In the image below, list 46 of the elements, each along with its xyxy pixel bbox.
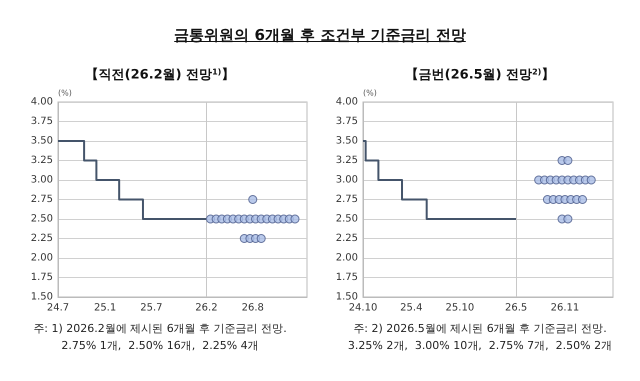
x-tick-label: 25.10 [446, 302, 474, 314]
x-tick-label: 24.7 [46, 302, 70, 314]
y-tick-label: 2.00 [336, 252, 358, 264]
chart-title: 금통위원의 6개월 후 조건부 기준금리 전망 [173, 26, 467, 45]
y-tick-label: 3.00 [30, 174, 53, 186]
y-tick-label: 4.00 [30, 96, 53, 108]
y-axis-title: (%) [58, 88, 72, 98]
point [578, 195, 587, 204]
y-tick-label: 3.25 [336, 155, 358, 166]
text: 3.25% 2개, 3.00% 10개, 2.75% 7개, 2.50% 2개 [348, 339, 612, 352]
text: 주: 1) 2026.2월에 제시된 6개월 후 기준금리 전망. [33, 322, 287, 335]
x-tick-label: 25.1 [94, 302, 116, 314]
y-tick-label: 2.25 [30, 233, 53, 244]
point [586, 176, 596, 184]
text: 2.75% 1개, 2.50% 16개, 2.25% 4개 [61, 339, 259, 352]
y-tick-label: 1.75 [30, 272, 53, 283]
y-tick-label: 1.75 [336, 272, 358, 283]
y-tick-label: 2.50 [30, 214, 53, 224]
point [290, 214, 300, 224]
y-tick-label: 1.50 [30, 292, 53, 302]
y-tick-label: 3.25 [30, 155, 53, 166]
text: 주: 2) 2026.5월에 제시된 6개월 후 기준금리 전망. [353, 322, 607, 335]
x-tick-label: 24.10 [348, 302, 378, 314]
y-tick-label: 3.75 [336, 116, 358, 127]
x-tick-label: 26.11 [550, 302, 580, 314]
y-tick-label: 3.75 [30, 116, 53, 127]
y-axis-title: (%) [363, 88, 377, 98]
point [563, 214, 572, 224]
x-tick-label: 26.5 [505, 302, 528, 314]
x-tick-label: 25.4 [400, 302, 422, 314]
y-tick-label: 2.25 [336, 233, 358, 244]
y-tick-label: 2.75 [336, 194, 358, 205]
y-tick-label: 2.75 [30, 194, 53, 205]
x-tick-label: 26.8 [242, 302, 264, 314]
y-tick-label: 2.00 [30, 252, 53, 264]
y-tick-label: 2.50 [336, 214, 358, 224]
point [248, 195, 258, 204]
y-tick-label: 1.50 [336, 292, 358, 302]
x-tick-label: 25.7 [140, 302, 163, 314]
y-tick-label: 3.50 [30, 136, 53, 146]
point [563, 156, 572, 165]
y-tick-label: 4.00 [336, 96, 358, 108]
y-tick-label: 3.00 [336, 174, 358, 186]
point [256, 234, 266, 243]
y-tick-label: 3.50 [336, 136, 358, 146]
x-tick-label: 26.2 [195, 302, 218, 314]
